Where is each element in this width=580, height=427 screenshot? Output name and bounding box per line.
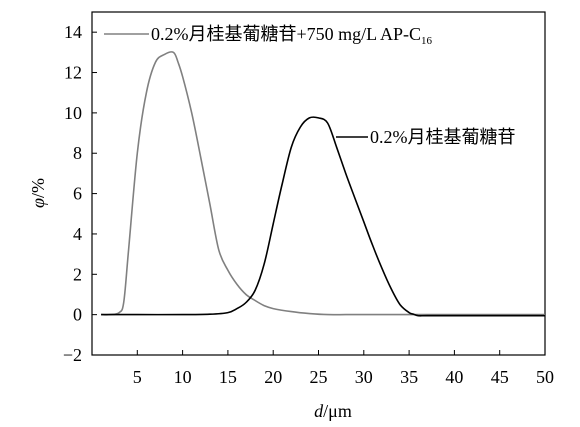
y-tick-label: 2 — [73, 264, 82, 284]
x-tick-label: 10 — [174, 367, 192, 387]
legend-layer: 0.2%月桂基葡糖苷+750 mg/L AP-C16 0.2%月桂基葡糖苷 — [104, 24, 516, 147]
plot-frame — [91, 11, 546, 356]
x-tick-label: 25 — [310, 367, 328, 387]
series-lauryl-glucoside-line — [101, 116, 545, 317]
y-tick-label: 0 — [73, 305, 82, 325]
legend-label-series-1-main: 0.2%月桂基葡糖苷+750 mg/L AP-C — [151, 24, 421, 44]
series-layer — [101, 51, 545, 317]
y-tick-label: 12 — [64, 63, 82, 83]
y-axis-var: φ — [28, 198, 48, 208]
legend-label-series-2: 0.2%月桂基葡糖苷 — [370, 127, 516, 147]
x-tick-label: 30 — [355, 367, 373, 387]
x-tick-label: 20 — [264, 367, 282, 387]
y-axis-unit: /% — [28, 178, 48, 198]
legend-label-series-1: 0.2%月桂基葡糖苷+750 mg/L AP-C16 — [151, 24, 433, 47]
y-tick-label: 14 — [64, 22, 82, 42]
chart-axes: 5 10 15 20 25 30 35 40 45 50 −2 0 2 4 6 8 10 12 14 — [63, 11, 554, 387]
x-tick-label: 45 — [491, 367, 509, 387]
x-axis-title: d/μm — [314, 401, 352, 421]
x-tick-label: 50 — [536, 367, 554, 387]
x-axis-unit: /μm — [323, 401, 352, 421]
y-axis-title: φ/% — [28, 178, 48, 208]
y-tick-label: 8 — [73, 143, 82, 163]
y-tick-label: 10 — [64, 103, 82, 123]
series-lauryl-glucoside-apc16-line — [101, 51, 545, 316]
x-tick-label: 40 — [445, 367, 463, 387]
x-axis-var: d — [314, 401, 324, 421]
y-tick-label: −2 — [63, 345, 82, 365]
axis-titles: d/μm φ/% — [28, 178, 352, 421]
x-tick-label: 35 — [400, 367, 418, 387]
x-tick-label: 5 — [133, 367, 142, 387]
y-tick-label: 6 — [73, 184, 82, 204]
legend-label-series-1-subscript: 16 — [421, 35, 433, 47]
x-tick-label: 15 — [219, 367, 237, 387]
y-tick-label: 4 — [73, 224, 82, 244]
